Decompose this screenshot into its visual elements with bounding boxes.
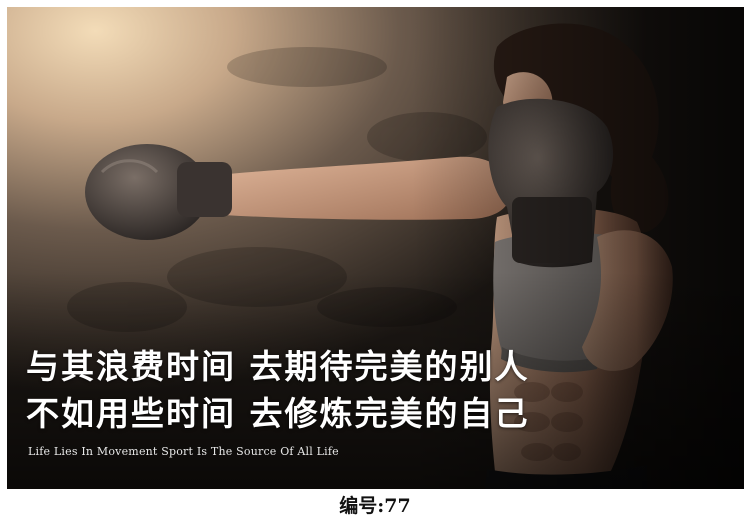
poster-image: 与其浪费时间 去期待完美的别人 不如用些时间 去修炼完美的自己 Life Lie… [7,7,744,489]
boxer-photo [7,7,744,489]
headline-line-2: 不如用些时间 去修炼完美的自己 [26,394,530,433]
item-number-caption: 编号:77 [339,495,411,517]
tagline: Life Lies In Movement Sport Is The Sourc… [28,445,339,458]
headline-line-1: 与其浪费时间 去期待完美的别人 [26,347,530,386]
